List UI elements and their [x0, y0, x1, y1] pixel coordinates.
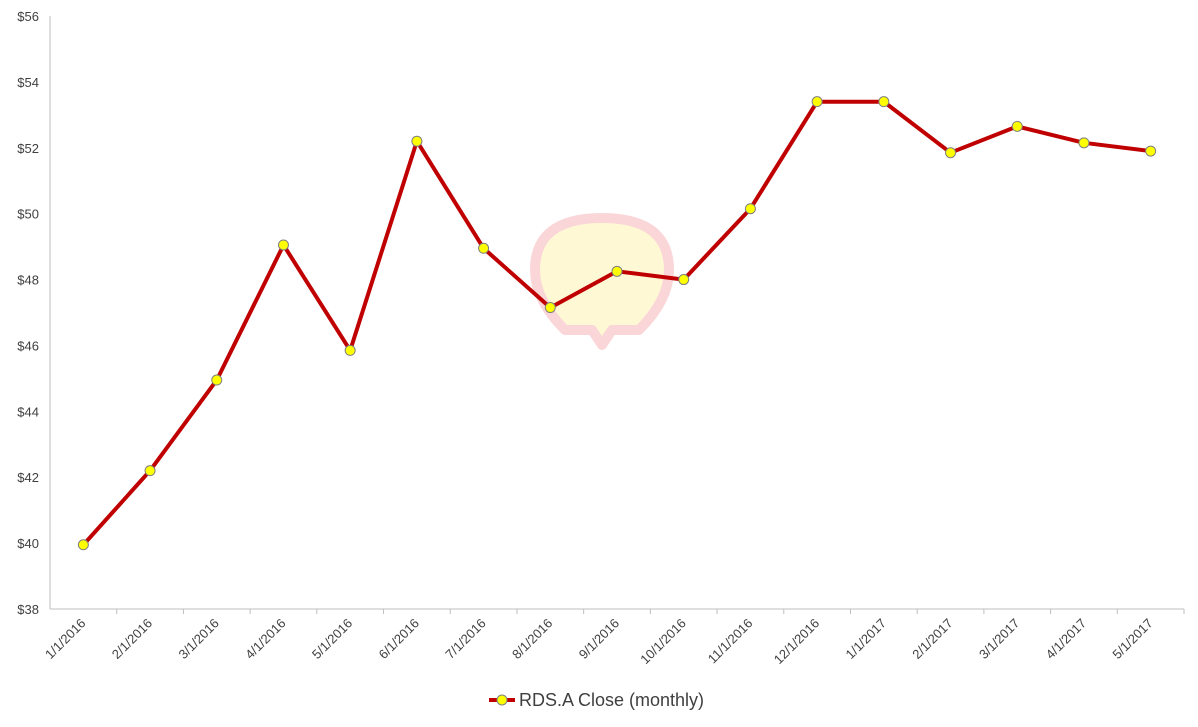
series-markers — [77, 96, 1157, 551]
data-point — [277, 239, 289, 251]
x-tick-label: 7/1/2016 — [442, 616, 488, 662]
x-tick-label: 1/1/2017 — [843, 616, 889, 662]
y-tick-label: $52 — [17, 141, 39, 156]
y-tick-label: $54 — [17, 75, 39, 90]
data-point — [77, 539, 89, 551]
data-point — [878, 96, 890, 108]
data-point — [1011, 120, 1023, 132]
x-tick-label: 9/1/2016 — [576, 616, 622, 662]
data-point — [411, 135, 423, 147]
x-tick-label: 5/1/2017 — [1109, 616, 1155, 662]
data-point — [478, 242, 490, 254]
axes — [49, 16, 1184, 610]
data-point — [144, 465, 156, 477]
x-tick-label: 12/1/2016 — [771, 616, 823, 668]
legend-label: RDS.A Close (monthly) — [519, 690, 704, 710]
y-tick-label: $56 — [17, 9, 39, 24]
data-point — [945, 147, 957, 159]
x-tick-label: 5/1/2016 — [309, 616, 355, 662]
x-tick-label: 3/1/2017 — [976, 616, 1022, 662]
data-point — [544, 302, 556, 314]
legend-marker-swatch — [496, 694, 508, 706]
data-point — [811, 96, 823, 108]
x-tick-label: 2/1/2017 — [909, 616, 955, 662]
data-point — [211, 374, 223, 386]
x-tick-label: 1/1/2016 — [42, 616, 88, 662]
data-point — [678, 274, 690, 286]
legend: RDS.A Close (monthly) — [489, 690, 704, 710]
x-tick-label: 4/1/2017 — [1043, 616, 1089, 662]
x-axis-labels: 1/1/2016 2/1/2016 3/1/2016 4/1/2016 5/1/2016… — [42, 609, 1185, 668]
data-point — [611, 265, 623, 277]
x-tick-label: 11/1/2016 — [705, 616, 756, 667]
data-point — [744, 203, 756, 215]
y-axis-labels: $38 $40 $42 $44 $46 $48 $50 $52 $54 $56 — [17, 9, 39, 617]
x-tick-label: 8/1/2016 — [509, 616, 555, 662]
y-tick-label: $50 — [17, 207, 39, 222]
data-point — [1078, 137, 1090, 149]
y-tick-label: $40 — [17, 536, 39, 551]
x-tick-label: 4/1/2016 — [242, 616, 288, 662]
y-tick-label: $42 — [17, 470, 39, 485]
data-point — [1145, 145, 1157, 157]
y-tick-label: $44 — [17, 404, 39, 419]
x-tick-label: 10/1/2016 — [637, 616, 689, 668]
x-tick-label: 3/1/2016 — [175, 616, 221, 662]
x-tick-label: 2/1/2016 — [109, 616, 155, 662]
y-tick-label: $38 — [17, 602, 39, 617]
data-point — [344, 344, 356, 356]
y-tick-label: $46 — [17, 338, 39, 353]
x-tick-label: 6/1/2016 — [376, 616, 422, 662]
y-tick-label: $48 — [17, 273, 39, 288]
